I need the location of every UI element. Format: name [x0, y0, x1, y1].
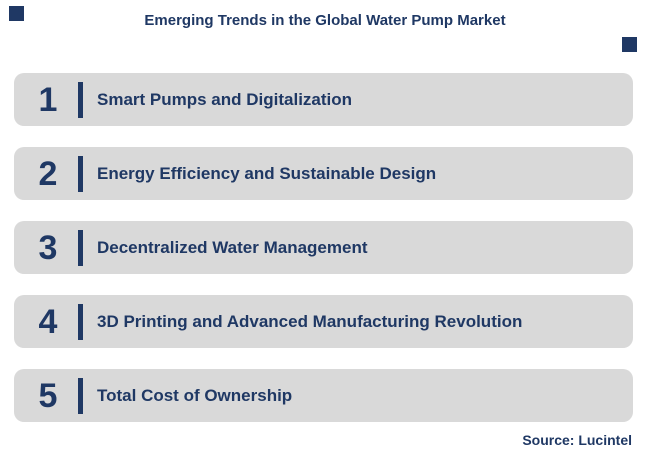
trend-label: Smart Pumps and Digitalization — [97, 89, 353, 109]
trend-divider — [78, 229, 83, 266]
trend-number: 4 — [38, 302, 58, 341]
trend-label: Decentralized Water Management — [97, 237, 368, 257]
trend-label: Total Cost of Ownership — [97, 385, 293, 405]
decorative-square-top-left — [9, 6, 24, 21]
trend-row: 1 Smart Pumps and Digitalization — [14, 73, 633, 126]
trend-divider — [78, 81, 83, 118]
trend-label: Energy Efficiency and Sustainable Design — [97, 163, 437, 183]
trend-number: 5 — [38, 376, 58, 415]
trend-row: 5 Total Cost of Ownership — [14, 369, 633, 422]
trend-row: 3 Decentralized Water Management — [14, 221, 633, 274]
trend-number: 3 — [38, 228, 58, 267]
decorative-square-right — [622, 37, 637, 52]
trend-number: 2 — [38, 154, 58, 193]
trend-number: 1 — [38, 80, 58, 119]
trend-row: 4 3D Printing and Advanced Manufacturing… — [14, 295, 633, 348]
source-label: Source: Lucintel — [522, 432, 632, 448]
trend-divider — [78, 155, 83, 192]
trend-label: 3D Printing and Advanced Manufacturing R… — [97, 311, 523, 331]
page-title: Emerging Trends in the Global Water Pump… — [144, 12, 506, 29]
trend-divider — [78, 303, 83, 340]
trend-divider — [78, 377, 83, 414]
trend-row: 2 Energy Efficiency and Sustainable Desi… — [14, 147, 633, 200]
trend-list: 1 Smart Pumps and Digitalization 2 Energ… — [14, 73, 633, 422]
